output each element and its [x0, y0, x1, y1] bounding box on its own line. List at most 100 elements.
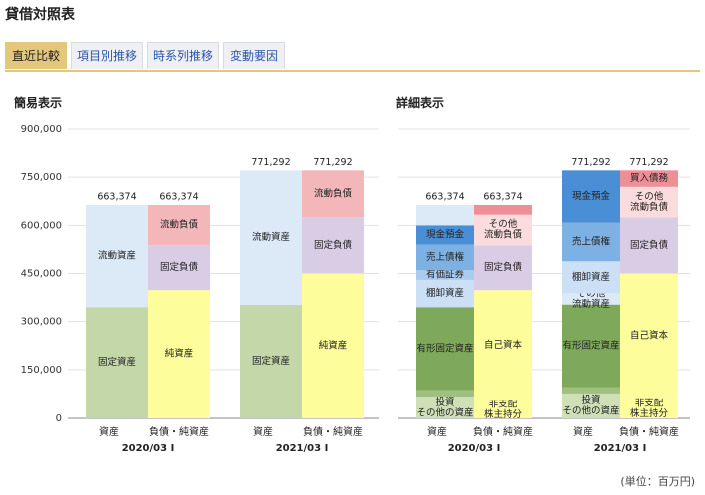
- bar-segment: [620, 217, 678, 274]
- tab-item-trend[interactable]: 項目別推移: [71, 42, 143, 69]
- segment-label: 流動負債: [314, 187, 353, 199]
- segment-label: その他の資産: [562, 405, 619, 417]
- bar-segment: [474, 245, 532, 291]
- bar-segment: [416, 279, 474, 308]
- total-label: 663,374: [97, 191, 136, 202]
- total-label: 771,292: [629, 157, 668, 168]
- category-label: 2021/03 I: [594, 443, 647, 454]
- segment-label: 自己資本: [630, 330, 669, 342]
- bar-segment: [302, 170, 364, 218]
- segment-label: 棚卸資産: [572, 271, 610, 283]
- page-title: 貸借対照表: [5, 7, 75, 23]
- bar-segment: [240, 170, 302, 305]
- bar-segment: [474, 290, 532, 401]
- bar-label: 負債・純資産: [303, 425, 363, 438]
- y-tick-label: 600,000: [21, 220, 62, 231]
- segment-label: 流動資産: [252, 231, 290, 243]
- segment-label: 流動負債: [160, 219, 199, 231]
- bar-segment: [562, 304, 620, 388]
- segment-label: その他の資産: [416, 406, 473, 418]
- bar-segment: [620, 186, 678, 218]
- segment-label: 自己資本: [484, 339, 523, 351]
- bar-label: 負債・純資産: [473, 425, 533, 438]
- segment-label: 現金預金: [426, 228, 465, 240]
- bar-label: 資産: [99, 425, 119, 438]
- bar-segment: [302, 217, 364, 274]
- bar-segment: [562, 170, 620, 223]
- segment-label: 売上債権: [572, 236, 611, 248]
- y-tick-label: 750,000: [21, 172, 62, 183]
- bar-segment: [416, 307, 474, 391]
- bar-segment: [416, 204, 474, 226]
- bar-segment: [86, 204, 148, 308]
- segment-label: 投資: [581, 394, 600, 406]
- total-label: 771,292: [251, 157, 290, 168]
- y-tick-label: 900,000: [21, 124, 62, 135]
- segment-label: 純資産: [319, 339, 348, 351]
- bar-segment: [562, 393, 620, 418]
- segment-label: 流動資産: [98, 250, 136, 262]
- segment-label: 流動負債: [484, 229, 523, 241]
- tab-timeseries-trend[interactable]: 時系列推移: [147, 42, 219, 69]
- segment-label: 買入債務: [630, 172, 669, 184]
- bar-segment: [240, 304, 302, 418]
- segment-label: 株主持分: [630, 407, 669, 419]
- segment-label: 現金預金: [572, 190, 611, 202]
- total-label: 663,374: [483, 191, 522, 202]
- bar-segment: [416, 244, 474, 271]
- bar-segment: [562, 222, 620, 262]
- bar-label: 負債・純資産: [619, 425, 679, 438]
- bar-segment: [148, 204, 210, 246]
- total-label: 771,292: [571, 157, 610, 168]
- bar-segment: [148, 245, 210, 291]
- total-label: 663,374: [425, 191, 464, 202]
- segment-label: 固定資産: [98, 356, 136, 368]
- bar-segment: [86, 307, 148, 418]
- bar-segment: [620, 170, 678, 187]
- bar-segment: [416, 225, 474, 245]
- bar-segment: [474, 400, 532, 418]
- total-label: 663,374: [159, 191, 198, 202]
- bar-segment: [562, 261, 620, 294]
- bar-label: 資産: [253, 425, 273, 438]
- bar-segment: [620, 273, 678, 399]
- segment-label: その他: [489, 218, 518, 230]
- segment-label: 非支配: [489, 397, 518, 409]
- bar-segment: [562, 293, 620, 305]
- bar-segment: [562, 387, 620, 394]
- bar-label: 資産: [427, 425, 447, 438]
- segment-label: 非支配: [635, 397, 664, 409]
- unit-note: (単位：百万円): [620, 475, 695, 488]
- bar-segment: [474, 204, 532, 215]
- segment-label: 固定負債: [160, 261, 199, 273]
- y-tick-label: 450,000: [21, 269, 62, 280]
- bar-segment: [148, 290, 210, 418]
- tab-change-factors[interactable]: 変動要因: [223, 42, 285, 69]
- segment-label: その他: [635, 190, 664, 202]
- bar-segment: [302, 273, 364, 418]
- bar-label: 負債・純資産: [149, 425, 209, 438]
- bar-segment: [416, 270, 474, 280]
- bar-segment: [416, 390, 474, 398]
- segment-label: 固定負債: [484, 261, 523, 273]
- segment-label: 有形固定資産: [562, 340, 619, 352]
- tab-direct-comparison[interactable]: 直近比較: [5, 42, 67, 69]
- detail-view-title: 詳細表示: [396, 96, 445, 110]
- segment-label: 固定負債: [314, 239, 353, 251]
- segment-label: 純資産: [165, 348, 194, 360]
- segment-label: 有価証券: [426, 269, 465, 281]
- category-label: 2021/03 I: [276, 443, 329, 454]
- total-label: 771,292: [313, 157, 352, 168]
- segment-label: 流動負債: [630, 201, 669, 213]
- segment-label: 有形固定資産: [416, 342, 473, 354]
- segment-label: 投資: [435, 396, 454, 408]
- segment-label: 棚卸資産: [426, 287, 464, 299]
- segment-label: 売上債権: [426, 251, 465, 263]
- y-tick-label: 150,000: [21, 365, 62, 376]
- segment-label: 固定負債: [630, 239, 669, 251]
- bar-label: 資産: [573, 425, 593, 438]
- category-label: 2020/03 I: [448, 443, 501, 454]
- segment-label: 流動資産: [572, 298, 610, 310]
- y-tick-label: 0: [56, 413, 62, 424]
